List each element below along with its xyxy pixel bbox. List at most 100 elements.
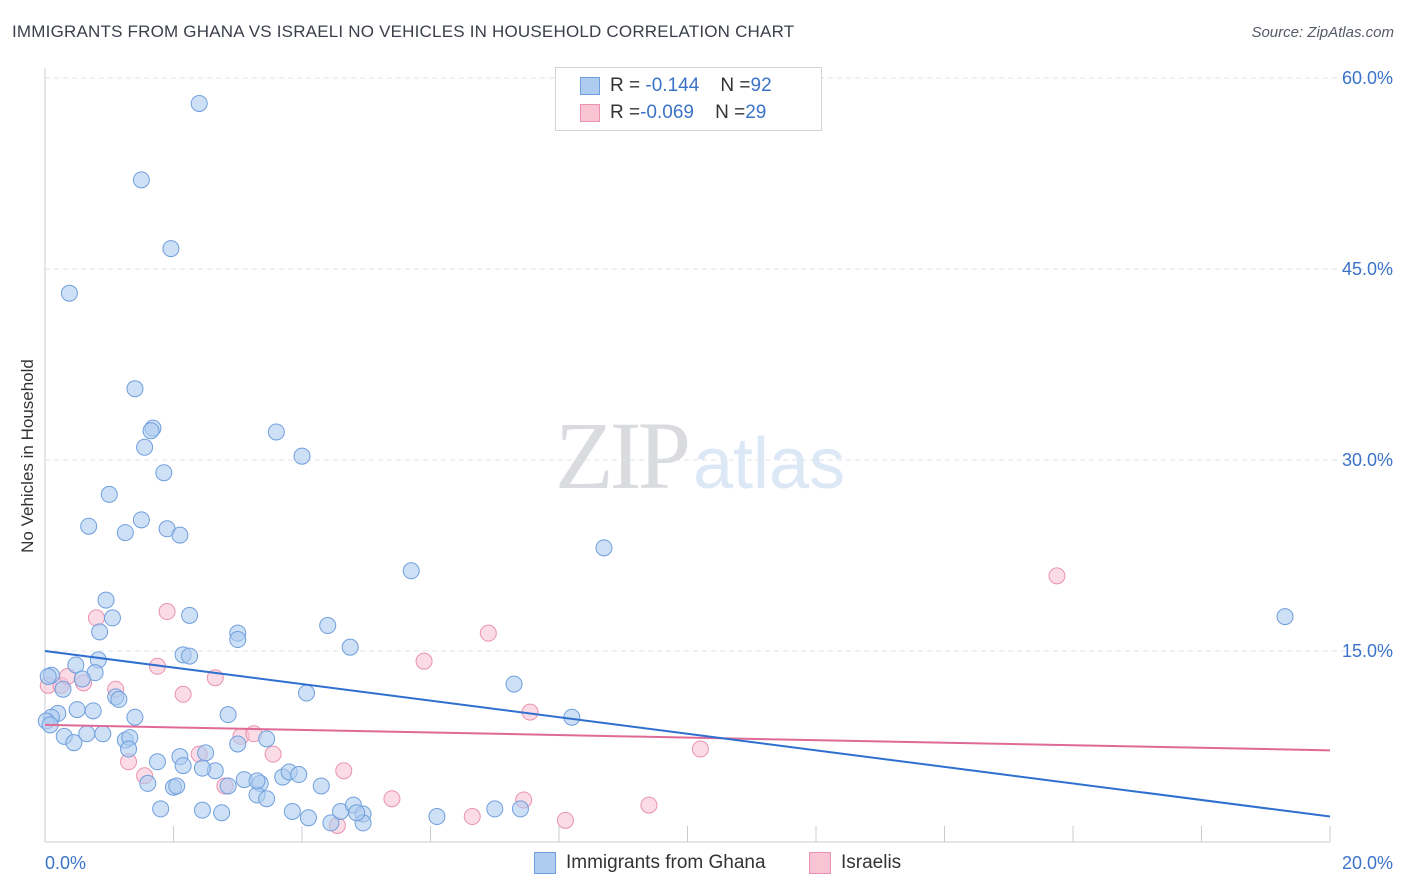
israeli-point [415,652,433,670]
israeli-point [264,745,282,763]
israeli-point [87,609,105,627]
ghana-legend-swatch [534,852,556,874]
ghana-point [148,753,166,771]
ghana-point [348,804,366,822]
ghana-point [595,539,613,557]
legend-row-israelis: R = -0.069 N = 29 [580,101,766,125]
israelis-points [39,567,1066,834]
ghana-point [293,447,311,465]
legend-n-value: 92 [750,75,772,96]
ghana-point [132,171,150,189]
ghana-point [322,814,340,832]
ghana-point [193,759,211,777]
ghana-point [68,701,86,719]
ghana-point [65,734,83,752]
legend-row-ghana: R = -0.144 N = 92 [580,74,772,98]
ghana-point [181,606,199,624]
israeli-point [158,603,176,621]
israelis-trend-line [44,723,1331,752]
watermark-atlas: atlas [693,424,846,504]
ghana-point [258,730,276,748]
ghana-point [1276,608,1294,626]
ghana-point [73,670,91,688]
israeli-point [174,685,192,703]
ghana-point [60,284,78,302]
ghana-point [299,809,317,827]
legend-r-label: R = [610,75,641,96]
chart-title: IMMIGRANTS FROM GHANA VS ISRAELI NO VEHI… [12,22,795,41]
israeli-point [335,762,353,780]
ghana-point [67,656,85,674]
ghana-point [267,423,285,441]
israeli-point [691,740,709,758]
ghana-point [297,684,315,702]
watermark: ZIPatlas [555,400,845,511]
ghana-point [229,735,247,753]
ghana-point [197,744,215,762]
ghana-point [190,94,208,112]
ghana-point [290,766,308,784]
ghana-point [168,777,186,795]
ghana-point [428,808,446,826]
ghana-point [162,240,180,258]
y-axis-label: No Vehicles in Household [18,359,37,553]
ghana-trend-line [44,650,1331,818]
y-tick-label: 45.0% [1342,259,1393,279]
ghana-point [126,380,144,398]
axis-layer [44,68,1331,843]
israeli-point [479,624,497,642]
y-tick-label: 15.0% [1342,641,1393,661]
ghana-swatch [580,77,600,95]
ghana-point [219,777,237,795]
ghana-point [219,706,237,724]
legend-r-value: -0.069 [640,102,694,123]
ghana-point [84,702,102,720]
ghana-point [142,422,160,440]
ghana-point [139,774,157,792]
ghana-point [94,725,112,743]
ghana-point [97,591,115,609]
israeli-point [463,808,481,826]
israelis-legend-swatch [809,852,831,874]
ghana-point [91,623,109,641]
ghana-point [78,725,96,743]
israeli-point [1048,567,1066,585]
ghana-point [248,772,266,790]
ghana-point [103,609,121,627]
ghana-point [136,438,154,456]
ghana-point [283,802,301,820]
legend-n-label: N = [715,102,746,123]
ghana-point [402,562,420,580]
ghana-point [486,800,504,818]
israelis-legend-label: Israelis [841,852,902,873]
ghana-point [341,638,359,656]
watermark-zip: ZIP [555,402,691,509]
israeli-point [556,811,574,829]
trend-layer [44,650,1331,818]
ghana-point [155,464,173,482]
ghana-point [319,617,337,635]
legend-n-label: N = [720,75,751,96]
legend-item-ghana: Immigrants from Ghana [534,852,766,874]
y-tick-label: 30.0% [1342,450,1393,470]
legend-r-value: -0.144 [645,75,700,96]
x-tick-label: 20.0% [1342,853,1393,873]
source-credit: Source: ZipAtlas.com [1251,24,1394,41]
y-tick-label: 60.0% [1342,68,1393,88]
ghana-point [126,708,144,726]
grid-layer [45,77,1392,652]
ghana-point [511,800,529,818]
ghana-point [174,757,192,775]
ghana-point [100,485,118,503]
ghana-point [505,675,523,693]
x-tick-label: 0.0% [45,853,86,873]
ghana-point [116,524,134,542]
stats-legend: R = -0.144 N = 92 R = -0.069 N = 29 [555,67,822,131]
ghana-point [213,804,231,822]
legend-r-label: R = [610,102,641,123]
ghana-point [171,526,189,544]
ghana-points [37,94,1294,832]
israeli-point [640,796,658,814]
ghana-point [152,800,170,818]
legend-n-value: 29 [745,102,767,123]
